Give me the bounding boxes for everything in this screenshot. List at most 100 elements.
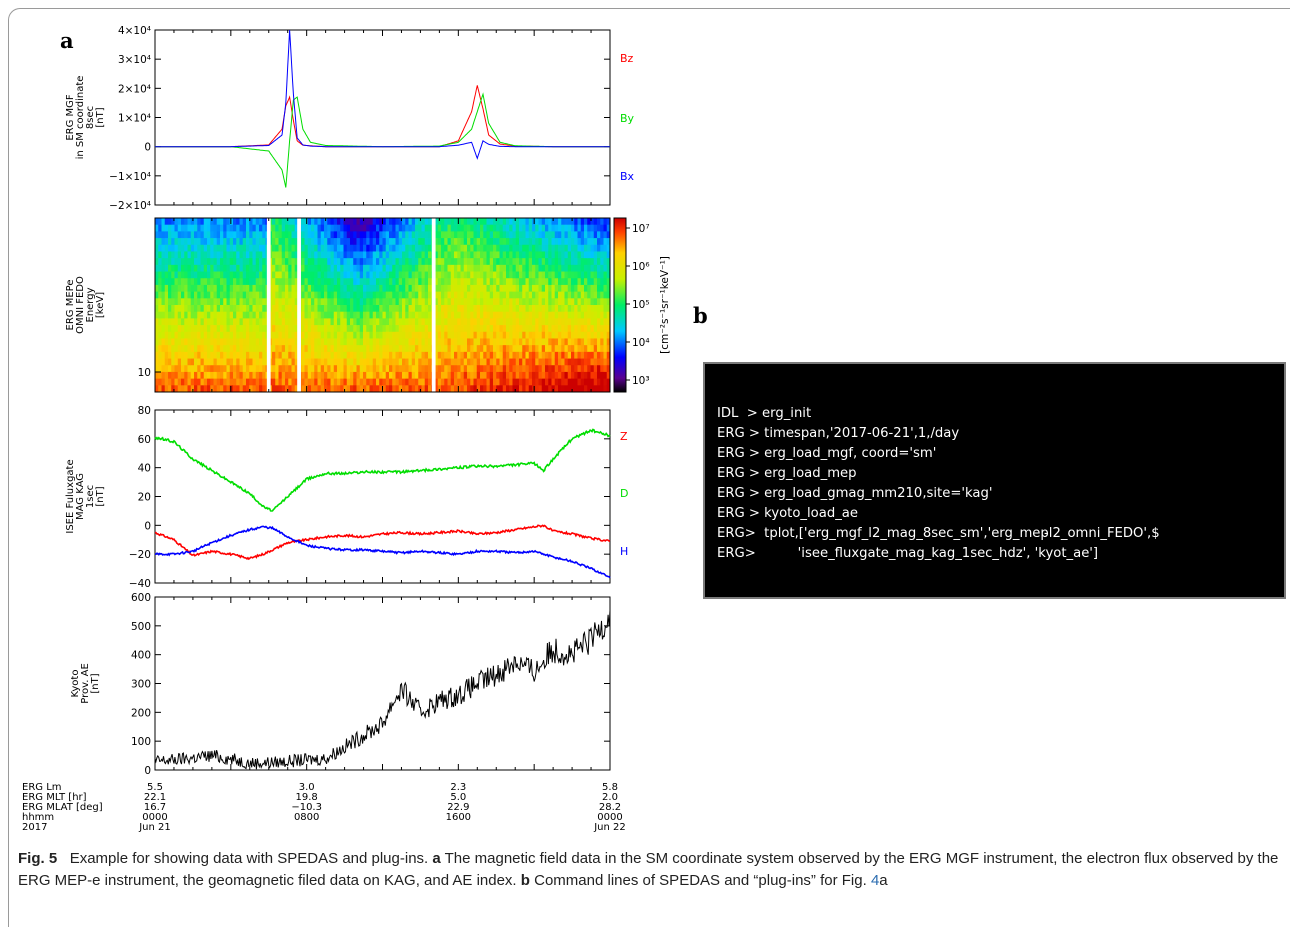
heatmap-cell <box>155 298 159 306</box>
heatmap-cell <box>519 244 523 252</box>
heatmap-cell <box>424 224 429 232</box>
heatmap-cell <box>463 278 468 286</box>
heatmap-cell <box>467 231 471 239</box>
heatmap-cell <box>606 291 611 299</box>
heatmap-cell <box>343 224 348 232</box>
heatmap-cell <box>561 385 565 393</box>
heatmap-cell <box>190 264 195 272</box>
heatmap-cell <box>168 358 172 366</box>
heatmap-cell <box>580 224 585 232</box>
heatmap-cell <box>499 278 504 286</box>
heatmap-cell <box>558 311 562 319</box>
heatmap-cell <box>463 338 468 346</box>
heatmap-cell <box>437 325 442 333</box>
heatmap-cell <box>291 278 296 286</box>
heatmap-cell <box>450 298 455 306</box>
heatmap-cell <box>515 284 520 293</box>
heatmap-cell <box>252 345 257 353</box>
heatmap-cell <box>548 258 552 266</box>
heatmap-cell <box>428 371 432 380</box>
heatmap-cell <box>317 284 322 293</box>
heatmap-cell <box>255 351 260 359</box>
heatmap-cell <box>324 378 328 386</box>
heatmap-cell <box>249 258 253 266</box>
heatmap-cell <box>480 298 484 306</box>
xaxis-row-label: ERG MLT [hr] <box>22 792 87 803</box>
heatmap-cell <box>532 378 536 386</box>
heatmap-cell <box>402 284 406 293</box>
heatmap-cell <box>190 278 195 286</box>
heatmap-cell <box>203 231 208 239</box>
heatmap-cell <box>359 224 364 232</box>
heatmap-cell <box>502 358 507 366</box>
heatmap-cell <box>519 298 523 306</box>
heatmap-cell <box>288 365 292 373</box>
heatmap-cell <box>528 244 533 252</box>
heatmap-cell <box>597 231 601 239</box>
heatmap-cell <box>207 365 211 373</box>
heatmap-cell <box>223 358 227 366</box>
heatmap-cell <box>194 345 198 353</box>
heatmap-cell <box>496 218 500 226</box>
heatmap-cell <box>291 325 296 333</box>
caption-figure-link[interactable]: 4 <box>870 872 880 889</box>
heatmap-cell <box>288 385 292 393</box>
heatmap-cell <box>171 385 175 393</box>
heatmap-cell <box>158 238 162 246</box>
heatmap-cell <box>574 271 578 279</box>
heatmap-cell <box>447 311 452 319</box>
heatmap-cell <box>346 271 351 279</box>
heatmap-cell <box>476 218 481 226</box>
heatmap-cell <box>558 278 562 286</box>
heatmap-cell <box>229 351 234 359</box>
heatmap-cell <box>229 331 234 339</box>
heatmap-cell <box>187 371 192 380</box>
heatmap-cell <box>606 271 611 279</box>
heatmap-cell <box>340 345 344 353</box>
heatmap-cell <box>379 298 383 306</box>
heatmap-cell <box>246 224 250 232</box>
heatmap-cell <box>584 318 588 326</box>
heatmap-cell <box>340 305 344 313</box>
heatmap-cell <box>444 291 448 299</box>
heatmap-cell <box>398 365 403 373</box>
heatmap-cell <box>441 218 445 226</box>
heatmap-cell <box>541 244 546 252</box>
heatmap-cell <box>541 365 546 373</box>
heatmap-cell <box>187 251 192 259</box>
heatmap-cell <box>187 224 192 232</box>
xaxis-value: 1600 <box>446 812 471 823</box>
heatmap-cell <box>216 218 221 226</box>
heatmap-cell <box>509 251 513 259</box>
heatmap-cell <box>532 258 536 266</box>
heatmap-cell <box>389 231 393 239</box>
heatmap-cell <box>382 351 387 359</box>
y-tick-label: 3×10⁴ <box>118 54 151 66</box>
heatmap-cell <box>411 338 416 346</box>
heatmap-cell <box>567 251 572 259</box>
heatmap-cell <box>564 238 569 246</box>
heatmap-cell <box>343 218 348 226</box>
heatmap-cell <box>473 358 478 366</box>
heatmap-cell <box>389 284 393 293</box>
heatmap-cell <box>194 378 198 386</box>
heatmap-cell <box>385 224 390 232</box>
heatmap-cell <box>574 318 578 326</box>
heatmap-cell <box>541 345 546 353</box>
heatmap-cell <box>285 264 289 272</box>
heatmap-cell <box>463 218 468 226</box>
heatmap-cell <box>213 371 218 380</box>
heatmap-cell <box>558 298 562 306</box>
heatmap-cell <box>561 345 565 353</box>
heatmap-cell <box>460 298 465 306</box>
heatmap-cell <box>606 284 611 293</box>
heatmap-cell <box>606 278 611 286</box>
heatmap-cell <box>236 358 240 366</box>
heatmap-cell <box>587 318 591 326</box>
caption-fig-number: Fig. 5 <box>18 850 58 867</box>
heatmap-cell <box>402 258 406 266</box>
heatmap-cell <box>155 258 159 266</box>
heatmap-cell <box>197 258 201 266</box>
heatmap-cell <box>216 224 221 232</box>
heatmap-cell <box>353 244 357 252</box>
